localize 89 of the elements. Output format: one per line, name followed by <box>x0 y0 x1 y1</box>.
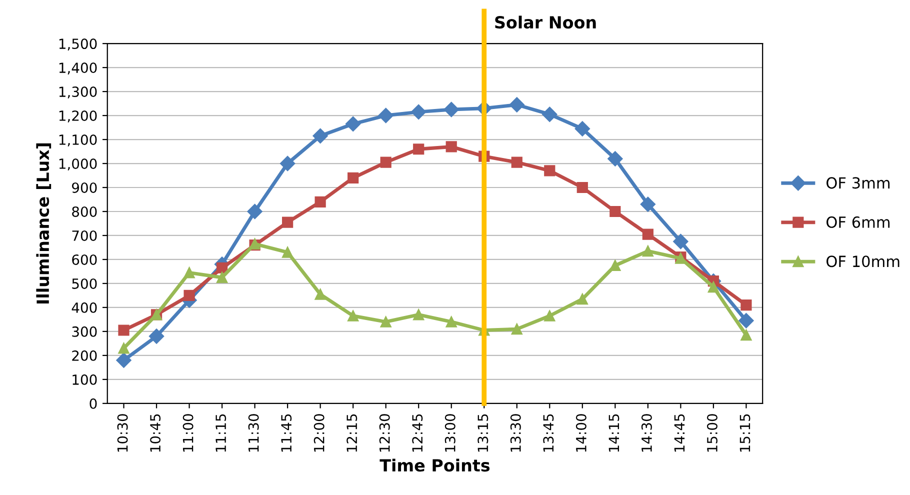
point <box>673 234 688 250</box>
point <box>216 272 228 284</box>
y-tick-label: 500 <box>72 278 97 289</box>
x-tick-label: 11:15 <box>216 414 226 452</box>
point <box>446 141 457 152</box>
point <box>576 294 588 305</box>
x-tick-label: 15:15 <box>740 414 750 452</box>
point <box>708 282 719 293</box>
point <box>511 156 522 168</box>
x-tick-label: 15:00 <box>706 414 718 452</box>
x-tick-label: 14:30 <box>641 414 652 452</box>
point <box>312 128 328 144</box>
point <box>314 288 326 300</box>
point <box>348 310 359 322</box>
x-tick-label: 12:30 <box>379 414 390 452</box>
x-tick-label: 11:45 <box>281 414 292 452</box>
point <box>380 316 392 328</box>
point <box>148 328 164 344</box>
point <box>348 172 359 184</box>
point <box>184 290 195 302</box>
point <box>642 228 654 240</box>
point <box>544 165 556 176</box>
y-tick-label: 1,000 <box>59 158 97 170</box>
x-tick-label: 12:45 <box>412 414 423 452</box>
x-tick-label: 13:30 <box>510 414 521 452</box>
x-tick-label: 14:00 <box>576 414 586 452</box>
x-tick-label: 11:00 <box>182 414 194 452</box>
y-tick-label: 1,300 <box>59 86 97 98</box>
point <box>542 106 558 122</box>
point <box>280 156 296 172</box>
point <box>216 262 228 274</box>
point <box>346 116 361 132</box>
x-tick-label: 12:00 <box>314 414 324 452</box>
x-axis-title: Time Points <box>380 458 490 472</box>
point <box>184 267 195 278</box>
point <box>413 309 424 320</box>
y-tick-label: 600 <box>72 254 97 265</box>
x-tick-label: 13:15 <box>478 414 488 452</box>
x-tick-label: 13:45 <box>543 414 554 452</box>
point <box>740 329 752 341</box>
legend-label: OF 3mm <box>826 177 890 189</box>
x-tick-label: 14:45 <box>674 414 685 452</box>
y-tick-label: 900 <box>72 182 97 193</box>
x-tick-label: 11:30 <box>248 414 259 452</box>
legend-label: OF 10mm <box>826 256 900 268</box>
y-tick-label: 100 <box>72 374 97 385</box>
point <box>411 104 426 120</box>
point <box>116 352 132 368</box>
point <box>509 97 524 112</box>
point <box>118 324 130 336</box>
ref-line-label: Solar Noon <box>495 16 596 29</box>
point <box>738 313 754 328</box>
x-tick-label: 12:15 <box>346 414 358 452</box>
point <box>282 216 294 228</box>
point <box>413 144 424 155</box>
point <box>380 156 392 168</box>
y-tick-label: 700 <box>72 230 97 241</box>
point <box>574 121 590 136</box>
y-tick-label: 1,400 <box>59 62 97 74</box>
point <box>640 196 656 212</box>
y-tick-label: 0 <box>90 398 97 409</box>
y-tick-label: 800 <box>72 206 97 217</box>
y-axis-title: Illuminance [Lux] <box>36 143 52 304</box>
point <box>544 310 556 322</box>
y-tick-label: 1,200 <box>59 110 97 122</box>
point <box>444 102 459 118</box>
point <box>282 246 294 258</box>
point <box>314 196 326 208</box>
point <box>378 108 394 124</box>
point <box>610 206 621 218</box>
y-tick-label: 1,100 <box>59 134 97 146</box>
y-tick-label: 300 <box>72 326 97 337</box>
point <box>511 323 522 335</box>
x-tick-label: 14:15 <box>608 414 620 452</box>
point <box>576 182 588 194</box>
point <box>446 316 457 328</box>
point <box>608 151 623 166</box>
x-tick-label: 10:45 <box>150 414 161 452</box>
point <box>247 204 262 220</box>
x-tick-label: 13:00 <box>444 414 456 452</box>
point <box>118 342 130 354</box>
y-tick-label: 200 <box>72 350 97 361</box>
point <box>740 300 752 311</box>
legend-label: OF 6mm <box>826 216 890 228</box>
y-tick-label: 1,500 <box>59 38 97 50</box>
x-tick-label: 10:30 <box>117 414 128 452</box>
point <box>610 260 621 272</box>
point <box>642 246 654 257</box>
y-tick-label: 400 <box>72 302 97 313</box>
